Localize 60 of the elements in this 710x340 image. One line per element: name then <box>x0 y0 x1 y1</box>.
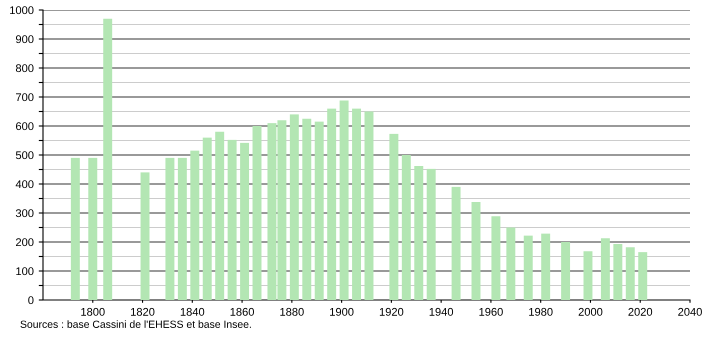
bar <box>240 142 250 300</box>
y-tick-label: 200 <box>16 238 34 246</box>
x-tick-label: 2000 <box>578 308 602 316</box>
x-tick-label: 1860 <box>230 308 254 316</box>
x-tick-label: 2040 <box>678 308 702 316</box>
x-tick-label: 1800 <box>81 308 105 316</box>
bar <box>626 247 635 300</box>
bar <box>600 238 610 300</box>
bar <box>165 158 174 300</box>
y-tick-label: 100 <box>16 267 34 276</box>
bar <box>352 108 362 300</box>
y-tick-label: 800 <box>16 64 34 72</box>
x-tick-label: 1820 <box>131 308 154 316</box>
bar <box>88 158 98 300</box>
y-tick-label: 1000 <box>10 6 34 14</box>
bar <box>414 166 424 300</box>
bar <box>364 112 374 300</box>
y-tick-label: 500 <box>16 151 34 160</box>
bar <box>506 228 516 300</box>
bar <box>613 244 622 300</box>
y-tick-label: 0 <box>28 296 34 304</box>
bar <box>178 158 187 300</box>
bar <box>190 150 200 300</box>
bar <box>389 134 398 300</box>
bar <box>402 155 411 300</box>
bar <box>638 252 648 300</box>
x-tick-label: 1980 <box>529 308 553 316</box>
bar <box>70 158 80 300</box>
bar <box>561 242 570 300</box>
bar <box>202 138 212 300</box>
bar <box>252 126 262 300</box>
x-tick-label: 1880 <box>280 308 304 316</box>
bar <box>541 234 550 300</box>
bar <box>583 251 592 300</box>
bar <box>314 122 324 300</box>
x-tick-label: 1960 <box>479 308 503 316</box>
bar <box>215 132 224 300</box>
bar <box>472 202 480 300</box>
bar <box>228 140 237 300</box>
y-tick-label: 400 <box>16 180 34 188</box>
y-tick-label: 700 <box>16 93 34 102</box>
bar <box>302 118 312 300</box>
bar <box>452 186 461 300</box>
bar <box>103 18 112 300</box>
bar <box>491 216 500 300</box>
bar <box>426 168 436 300</box>
x-tick-label: 1940 <box>430 308 454 316</box>
x-tick-label: 2020 <box>628 308 652 316</box>
y-tick-label: 600 <box>16 122 34 130</box>
bar <box>327 108 336 300</box>
y-tick-label: 300 <box>16 209 34 218</box>
x-tick-label: 1920 <box>380 308 404 316</box>
bar <box>340 100 349 300</box>
x-tick-label: 1840 <box>180 308 204 316</box>
bar <box>524 236 533 300</box>
x-tick-label: 1900 <box>330 308 354 316</box>
bar <box>140 172 150 300</box>
bar <box>290 114 299 300</box>
y-tick-label: 900 <box>16 35 34 44</box>
source-note: Sources : base Cassini de l'EHESS et base Insee. <box>20 320 251 328</box>
